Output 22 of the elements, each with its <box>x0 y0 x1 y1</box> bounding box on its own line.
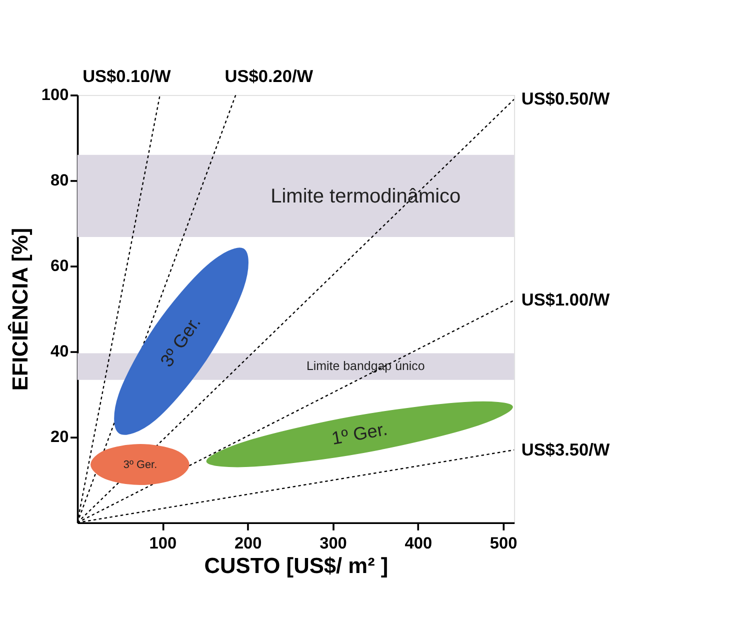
x-tick-label: 300 <box>320 534 347 553</box>
band-label: Limite termodinâmico <box>270 185 461 208</box>
x-axis-title: CUSTO [US$/ m² ] <box>204 553 388 578</box>
series-label: US$0.50/W <box>521 88 610 109</box>
series-label: 3º Ger. <box>123 459 158 472</box>
x-tick-label: 500 <box>490 534 518 553</box>
series-label: US$1.00/W <box>521 290 610 310</box>
band-label: Limite bandgap único <box>306 359 425 374</box>
x-tick-label: 200 <box>234 534 262 553</box>
y-tick-label: 40 <box>50 342 69 361</box>
y-tick-label: 60 <box>50 257 69 276</box>
x-tick-label: 400 <box>404 534 432 553</box>
y-axis-title: EFICIÊNCIA [%] <box>8 228 33 391</box>
y-tick-label: 100 <box>41 86 69 104</box>
y-tick-label: 80 <box>50 172 69 190</box>
series-label: US$3.50/W <box>521 439 610 460</box>
series-label: US$0.10/W <box>82 66 172 86</box>
series-label: 1º Ger. <box>330 418 389 449</box>
series-label: 3º Ger. <box>156 312 205 371</box>
y-tick-label: 20 <box>50 428 69 446</box>
series-label: US$0.20/W <box>224 66 314 86</box>
x-tick-label: 100 <box>149 534 177 553</box>
